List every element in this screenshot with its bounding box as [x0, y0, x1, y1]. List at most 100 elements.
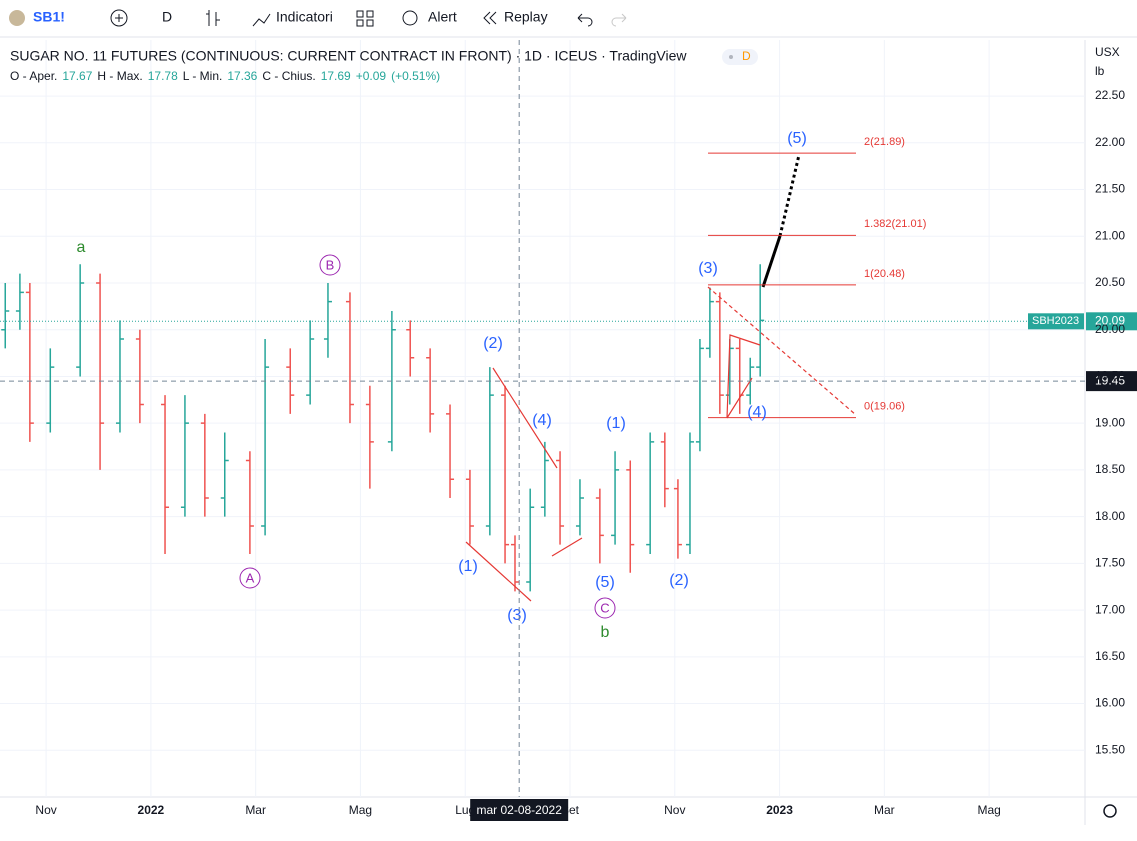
ohlc-bar: [485, 367, 494, 536]
wave-label: B: [326, 257, 335, 272]
y-tick-label: 17.00: [1095, 602, 1125, 616]
wave-label: (5): [787, 130, 807, 147]
ohlc-bar: [660, 432, 669, 508]
add-symbol-button[interactable]: [110, 9, 128, 27]
ohlc-bar: [526, 488, 535, 592]
ohlc-bar: [540, 441, 549, 517]
ohlc-bar: [685, 432, 694, 555]
y-tick-label: 21.50: [1095, 182, 1125, 196]
undo-button[interactable]: [577, 13, 593, 27]
chart-type-button[interactable]: [206, 10, 220, 26]
wave-label: (4): [747, 404, 767, 421]
y-tick-label: 22.00: [1095, 135, 1125, 149]
legend-high: 17.78: [148, 69, 178, 83]
interval-button[interactable]: D: [162, 9, 172, 25]
fib-label: 1.382(21.01): [864, 218, 926, 230]
ohlc-bar: [135, 329, 144, 424]
ohlc-bar: [96, 273, 105, 470]
fib-trend: [707, 286, 857, 416]
ohlc-bar: [200, 413, 209, 517]
ohlc-bar: [365, 385, 374, 489]
ohlc-bar: [261, 339, 270, 536]
ohlc-bar: [306, 320, 315, 405]
ohlc-bar: [705, 287, 714, 358]
ohlc-bar: [695, 339, 704, 452]
y-tick-label: 15.50: [1095, 742, 1125, 756]
ohlc-bar: [245, 451, 254, 555]
ohlc-bar: [25, 282, 34, 442]
forecast-dotted: [778, 154, 801, 237]
ohlc-bar: [1, 282, 10, 349]
fib-label: 1(20.48): [864, 268, 905, 280]
layouts-button[interactable]: [356, 10, 374, 27]
x-tick-label: Mar: [245, 803, 266, 817]
settings-button[interactable]: [1103, 804, 1117, 818]
chart-title: SUGAR NO. 11 FUTURES (CONTINUOUS: CURREN…: [10, 48, 687, 64]
wave-label: A: [246, 570, 255, 585]
ohlc-bar: [115, 320, 124, 433]
symbol-icon[interactable]: [9, 10, 25, 26]
legend-high-label: H - Max.: [97, 69, 142, 83]
legend-open: 17.67: [62, 69, 92, 83]
ohlc-legend: O - Aper. 17.67 H - Max. 17.78 L - Min. 17.36…: [10, 69, 440, 83]
crosshair-date: mar 02-08-2022: [476, 803, 562, 817]
ohlc-bar: [575, 479, 584, 536]
x-tick-label: Nov: [35, 803, 56, 817]
ohlc-bar: [406, 320, 415, 377]
wave-label: (2): [669, 572, 689, 589]
ohlc-bar: [465, 469, 474, 545]
wave-circle: [594, 597, 616, 619]
wave-circle: [319, 254, 341, 276]
ohlc-bar: [510, 535, 519, 592]
y-tick-label: 21.00: [1095, 228, 1125, 242]
legend-low-label: L - Min.: [183, 69, 223, 83]
redo-button[interactable]: [611, 13, 627, 27]
wave-label: (1): [606, 415, 626, 432]
ohlc-bar: [46, 348, 55, 433]
crosshair-price-tag: [1086, 371, 1137, 392]
indicators-icon: [252, 13, 271, 27]
replay-button[interactable]: Replay: [504, 9, 548, 25]
x-tick-label: 2023: [766, 803, 793, 817]
x-tick-label: Mag: [977, 803, 1000, 817]
ohlc-bar: [501, 385, 510, 564]
forecast-line: [761, 235, 782, 288]
wave-label: b: [601, 624, 610, 641]
ohlc-bar: [673, 479, 682, 559]
ohlc-bar: [76, 264, 85, 377]
indicators-button[interactable]: Indicatori: [276, 9, 333, 25]
legend-close-label: C - Chius.: [262, 69, 315, 83]
ohlc-bar: [446, 404, 455, 498]
last-price-name: SBH2023: [1032, 315, 1079, 327]
y-tick-label: 18.50: [1095, 462, 1125, 476]
legend-open-label: O - Aper.: [10, 69, 57, 83]
crosshair-price: 19.45: [1095, 373, 1125, 387]
fib-label: 2(21.89): [864, 136, 905, 148]
x-tick-label: Mag: [349, 803, 372, 817]
ohlc-bar: [756, 264, 765, 377]
ohlc-bar: [220, 432, 229, 517]
y-tick-label: 22.50: [1095, 88, 1125, 102]
unit-label: lb: [1095, 64, 1105, 78]
legend-low: 17.36: [227, 69, 257, 83]
x-tick-label: 2022: [138, 803, 165, 817]
alert-button[interactable]: Alert: [428, 9, 457, 25]
triangle-lines: [465, 367, 583, 602]
overlays: 2(21.89) 1.382(21.01) 1(20.48) 0(19.06) a B A (…: [0, 40, 1137, 821]
ohlc-bar: [646, 432, 655, 555]
plus-icon: [115, 14, 123, 22]
currency-label: USX: [1095, 45, 1120, 59]
wave-label: (2): [483, 335, 503, 352]
symbol[interactable]: SB1!: [33, 9, 65, 25]
y-tick-label: 19.50: [1095, 369, 1125, 383]
triangle-4: [726, 334, 761, 419]
wave-label: (3): [698, 260, 718, 277]
wave-circle: [239, 567, 261, 589]
x-tick-label: Nov: [664, 803, 685, 817]
ohlc-bar: [611, 451, 620, 545]
wave-label: (1): [458, 558, 478, 575]
wave-label: (4): [532, 412, 552, 429]
legend-change: +0.09: [356, 69, 387, 83]
ohlc-bar: [426, 348, 435, 433]
